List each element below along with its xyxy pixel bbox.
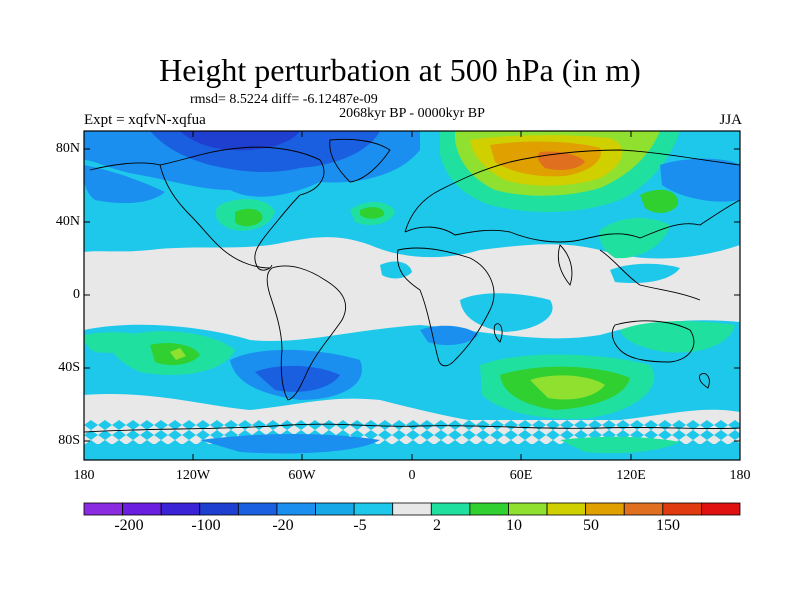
- colorbar-box: [623, 502, 664, 516]
- experiment-label: Expt = xqfvN-xqfua: [84, 112, 206, 128]
- lat-label-40s: 40S: [58, 360, 80, 375]
- lon-label-120w: 120W: [175, 468, 211, 483]
- colorbar-box: [585, 502, 625, 516]
- colorbar-label-neg20: -20: [272, 517, 294, 534]
- page-title: Height perturbation at 500 hPa (in m): [159, 52, 641, 88]
- colorbar-label-50: 50: [583, 517, 599, 534]
- lat-label-0: 0: [73, 287, 80, 302]
- lon-label-180w: 180: [73, 468, 95, 483]
- time-period: 2068kyr BP - 0000kyr BP: [339, 106, 485, 121]
- colorbar-box: [353, 502, 394, 516]
- colorbar-box: [315, 502, 355, 516]
- colorbar-box: [237, 502, 278, 516]
- lon-label-180e: 180: [729, 468, 751, 483]
- season-label: JJA: [719, 112, 742, 128]
- colorbar-label-neg5: -5: [353, 517, 367, 534]
- colorbar-box: [662, 502, 702, 516]
- lat-label-80s: 80S: [58, 433, 80, 448]
- colorbar-box: [701, 502, 741, 516]
- lat-label-40n: 40N: [55, 214, 80, 229]
- colorbar-box: [546, 502, 587, 516]
- colorbar-box: [276, 502, 316, 516]
- colorbar-box: [430, 502, 471, 516]
- rmsd-stats: rmsd= 8.5224 diff= -6.12487e-09: [190, 92, 378, 107]
- colorbar-label-150: 150: [656, 517, 680, 534]
- colorbar-box: [508, 502, 548, 516]
- colorbar-label-neg200: -200: [114, 517, 144, 534]
- lon-label-60e: 60E: [509, 468, 533, 483]
- colorbar-box: [122, 502, 162, 516]
- colorbar-box: [392, 502, 432, 516]
- colorbar-box: [160, 502, 201, 516]
- colorbar-label-10: 10: [506, 517, 522, 534]
- colorbar-label-neg100: -100: [191, 517, 221, 534]
- colorbar-box: [83, 502, 123, 516]
- lat-label-80n: 80N: [55, 141, 80, 156]
- axis-ticks: [84, 131, 740, 460]
- coastlines: [84, 138, 740, 433]
- lon-label-60w: 60W: [288, 468, 316, 483]
- colorbar: [83, 502, 741, 516]
- lon-label-120e: 120E: [616, 468, 646, 483]
- colorbar-box: [469, 502, 509, 516]
- colorbar-label-2: 2: [433, 517, 441, 534]
- contour-fill: [84, 131, 740, 460]
- colorbar-box: [199, 502, 239, 516]
- lon-label-0: 0: [408, 468, 416, 483]
